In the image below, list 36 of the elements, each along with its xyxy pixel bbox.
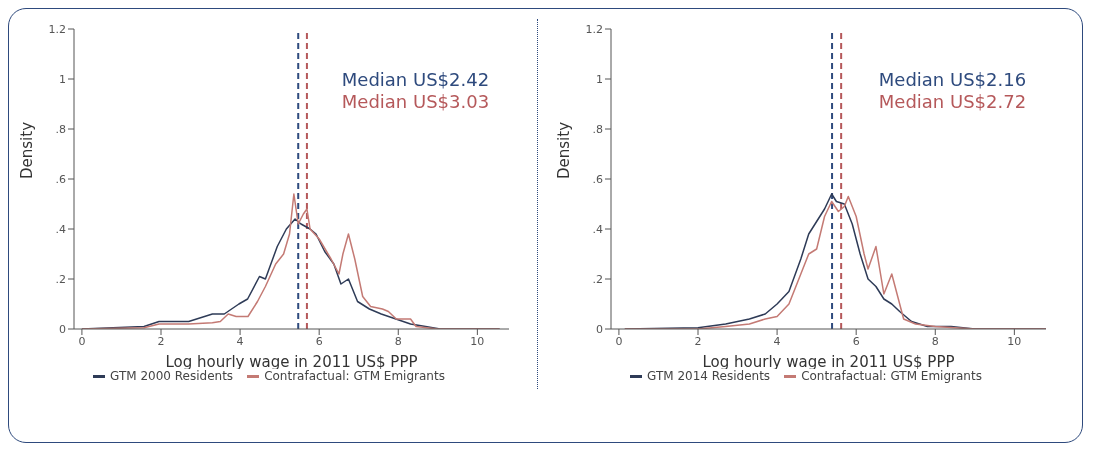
y-tick-label: .4 <box>55 222 66 236</box>
legend-label: Contrafactual: GTM Emigrants <box>801 369 982 383</box>
y-tick-label: 0 <box>59 322 66 336</box>
y-tick-label: .8 <box>592 122 603 136</box>
x-tick-label: 0 <box>615 334 623 348</box>
x-tick-label: 8 <box>931 334 939 348</box>
x-tick-label: 4 <box>773 334 781 348</box>
y-tick-label: 1.2 <box>48 22 66 36</box>
legend-label: GTM 2014 Residents <box>646 369 771 383</box>
annotation: Median US$2.16 <box>878 69 1027 91</box>
y-tick-label: 1 <box>59 72 66 86</box>
y-tick-label: .8 <box>55 122 66 136</box>
y-tick-label: 1.2 <box>585 22 603 36</box>
legend-label: Contrafactual: GTM Emigrants <box>264 369 445 383</box>
annotation: Median US$2.42 <box>341 69 490 91</box>
y-tick-label: .4 <box>592 222 603 236</box>
y-tick-label: .6 <box>592 172 603 186</box>
annotation: Median US$3.03 <box>341 91 490 113</box>
y-tick-label: 1 <box>596 72 603 86</box>
y-axis-title: Density <box>555 121 574 179</box>
annotation: Median US$2.72 <box>878 91 1027 113</box>
y-tick-label: .2 <box>592 272 603 286</box>
x-tick-label: 6 <box>852 334 860 348</box>
x-tick-label: 4 <box>236 334 244 348</box>
y-tick-label: 0 <box>596 322 603 336</box>
x-tick-label: 2 <box>694 334 702 348</box>
x-tick-label: 8 <box>394 334 402 348</box>
x-tick-label: 0 <box>78 334 86 348</box>
x-tick-label: 2 <box>157 334 165 348</box>
y-tick-label: .6 <box>55 172 66 186</box>
y-tick-label: .2 <box>55 272 66 286</box>
x-tick-label: 10 <box>470 334 485 348</box>
legend-label: GTM 2000 Residents <box>109 369 234 383</box>
y-axis-title: Density <box>18 121 37 179</box>
x-tick-label: 6 <box>315 334 323 348</box>
x-tick-label: 10 <box>1007 334 1022 348</box>
